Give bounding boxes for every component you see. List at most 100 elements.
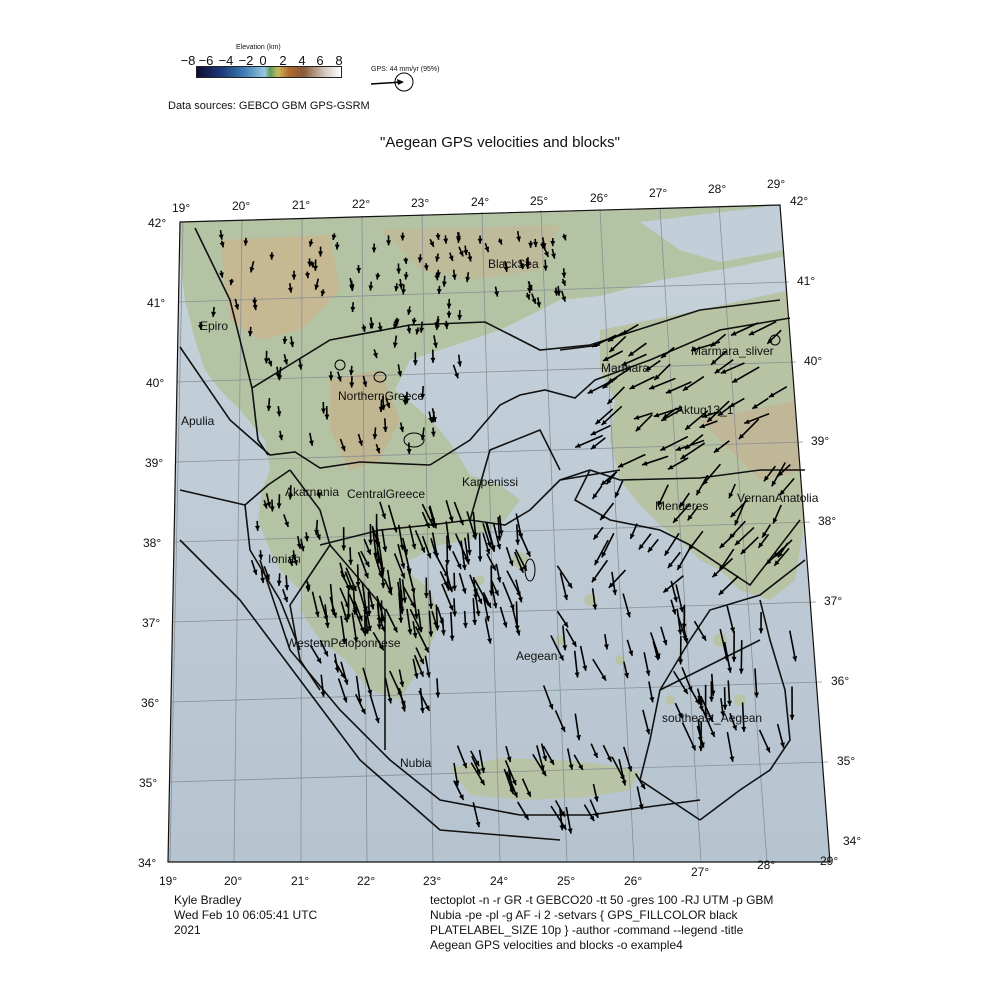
gps-arrow-head bbox=[265, 574, 270, 580]
gps-arrow-head bbox=[593, 752, 598, 758]
gps-arrow-head bbox=[621, 360, 628, 366]
gps-arrow-head bbox=[276, 411, 282, 417]
gps-arrow-head bbox=[496, 577, 502, 583]
lon-label-bottom: 24° bbox=[490, 874, 508, 888]
gps-arrow-head bbox=[600, 514, 606, 521]
colorbar-tick: −8 bbox=[180, 53, 196, 68]
gps-arrow-head bbox=[777, 471, 784, 477]
gps-arrow-head bbox=[511, 779, 517, 786]
author-line: Kyle Bradley bbox=[174, 893, 242, 907]
gps-arrow-head bbox=[324, 622, 330, 628]
gps-arrow-head bbox=[601, 551, 607, 558]
gps-arrow-head bbox=[420, 393, 426, 399]
gps-arrow-head bbox=[732, 724, 737, 731]
gps-arrow-head bbox=[463, 249, 469, 256]
gps-arrow-head bbox=[275, 373, 281, 379]
gps-arrow-head bbox=[701, 635, 707, 641]
gps-arrow-head bbox=[435, 234, 441, 240]
block-label: BlackSea bbox=[488, 257, 539, 271]
gps-arrow-head bbox=[419, 658, 424, 665]
gps-arrow-head bbox=[428, 631, 434, 637]
command-block: tectoplot -n -r GR -t GEBCO20 -tt 50 -gr… bbox=[430, 893, 830, 953]
gps-arrow-head bbox=[680, 454, 686, 460]
gps-arrow-head bbox=[363, 606, 369, 612]
gps-arrow-shaft bbox=[659, 435, 689, 452]
gps-arrow-head bbox=[740, 548, 747, 555]
gps-arrow-head bbox=[197, 324, 203, 330]
gps-arrow-head bbox=[211, 311, 217, 317]
gps-arrow-head bbox=[486, 602, 491, 608]
colorbar-tick: −4 bbox=[218, 53, 234, 68]
gps-arrow-head bbox=[252, 300, 258, 306]
gps-arrow-head bbox=[492, 602, 498, 609]
data-sources: Data sources: GEBCO GBM GPS-GSRM bbox=[168, 100, 370, 112]
gps-arrow-head bbox=[439, 619, 445, 626]
block-label: Marmara_sliver bbox=[691, 344, 774, 358]
gps-arrow-head bbox=[304, 535, 310, 542]
gps-arrow-head bbox=[229, 279, 235, 286]
gps-arrow-head bbox=[624, 672, 629, 679]
gps-arrow-head bbox=[283, 596, 289, 603]
gps-arrow-head bbox=[592, 493, 598, 499]
gps-arrow-head bbox=[379, 644, 384, 651]
gps-arrow-head bbox=[429, 522, 435, 528]
gps-arrow-head bbox=[254, 525, 260, 531]
gps-arrow-head bbox=[694, 698, 700, 705]
gps-arrow-head bbox=[459, 519, 464, 526]
gps-arrow-head bbox=[731, 331, 737, 336]
gps-arrow-head bbox=[568, 764, 574, 770]
gps-arrow-head bbox=[380, 626, 386, 632]
gps-arrow-head bbox=[601, 675, 606, 681]
gps-arrow-head bbox=[682, 688, 688, 694]
axis-labels: 19° 20° 21° 22° 23° 24° 25° 26° 27° 28° … bbox=[138, 177, 861, 888]
gps-arrow-head bbox=[352, 609, 358, 615]
gps-arrow-head bbox=[403, 274, 409, 280]
gps-arrow-head bbox=[345, 584, 350, 591]
gps-arrow-head bbox=[323, 650, 329, 657]
lat-label-right: 36° bbox=[831, 674, 849, 688]
gps-arrow-head bbox=[591, 342, 598, 348]
gps-arrow-head bbox=[355, 581, 361, 588]
gps-arrow-head bbox=[653, 412, 660, 418]
gps-arrow-head bbox=[571, 641, 577, 647]
gps-arrow-head bbox=[446, 303, 452, 309]
gps-arrow-head bbox=[593, 796, 599, 802]
gps-arrow-head bbox=[527, 284, 533, 291]
gps-arrow-head bbox=[671, 609, 677, 615]
gps-arrow-shaft bbox=[681, 722, 697, 751]
gps-arrow-head bbox=[558, 654, 564, 661]
gps-arrow-head bbox=[563, 621, 569, 628]
gps-arrow-head bbox=[519, 263, 525, 270]
gps-arrow-head bbox=[430, 517, 436, 524]
gps-arrow-head bbox=[372, 434, 378, 440]
gps-arrow-head bbox=[576, 734, 581, 741]
gps-arrow-head bbox=[677, 712, 683, 719]
gps-arrow-head bbox=[772, 517, 778, 524]
gps-arrow-head bbox=[413, 673, 419, 679]
gps-arrow-head bbox=[430, 431, 436, 437]
gps-arrow-head bbox=[741, 726, 747, 732]
gps-arrow-head bbox=[509, 604, 515, 610]
gps-arrow-head bbox=[720, 711, 726, 717]
gps-arrow-head bbox=[629, 384, 636, 389]
gps-arrow-head bbox=[358, 440, 363, 446]
gps-arrow-shaft bbox=[706, 400, 730, 423]
lon-label-top: 24° bbox=[471, 195, 489, 209]
gps-arrow-head bbox=[578, 764, 583, 770]
gps-arrow-head bbox=[305, 584, 311, 590]
gps-arrow-head bbox=[590, 430, 597, 436]
command-line: Aegean GPS velocities and blocks -o exam… bbox=[430, 938, 683, 952]
gps-arrow-head bbox=[446, 312, 452, 318]
gps-arrow-head bbox=[397, 371, 403, 377]
gps-arrow-head bbox=[754, 692, 760, 698]
gps-arrow-head bbox=[410, 601, 415, 608]
gps-arrow-head bbox=[288, 560, 294, 566]
gps-arrow-head bbox=[328, 375, 334, 381]
gps-arrow-head bbox=[234, 304, 240, 310]
gps-arrow-head bbox=[649, 697, 655, 703]
gps-arrow-head bbox=[420, 547, 426, 553]
gps-arrow-head bbox=[349, 382, 355, 388]
gps-arrow-head bbox=[603, 644, 609, 650]
gps-arrow-head bbox=[496, 535, 502, 541]
gps-arrow-head bbox=[332, 612, 338, 618]
